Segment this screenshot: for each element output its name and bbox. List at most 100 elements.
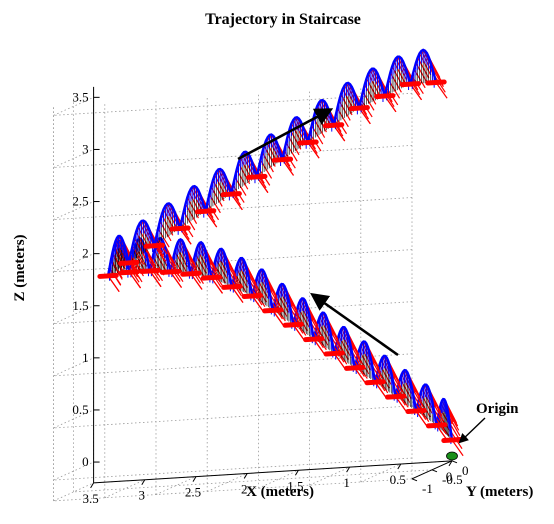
swing-arc <box>169 238 193 274</box>
stance-ray <box>313 338 326 356</box>
footfall-marker <box>348 105 370 112</box>
grid-line <box>258 469 299 489</box>
z-tick-label: 1 <box>82 350 89 365</box>
z-axis-label: Z (meters) <box>12 234 28 301</box>
grid-line <box>53 305 94 325</box>
footfall-marker <box>159 268 182 275</box>
stance-ray <box>415 410 428 428</box>
footfall-marker <box>118 269 141 276</box>
footfall-marker <box>271 156 294 163</box>
x-tick-label: 1.5 <box>287 478 303 493</box>
stance-ray <box>354 367 367 384</box>
grid-line <box>53 482 94 502</box>
y-tick-label: 0 <box>462 463 469 478</box>
stance-ray <box>169 271 183 288</box>
stance-ray <box>149 270 162 288</box>
y-tick-mark <box>451 460 458 464</box>
origin-pointer-arrow <box>458 417 486 444</box>
grid-line <box>53 461 94 481</box>
x-axis-label: X (meters) <box>246 484 314 500</box>
x-tick-label: 1 <box>343 475 350 490</box>
stance-ray <box>251 295 264 313</box>
footfall-marker <box>97 272 119 279</box>
grid-line <box>53 149 94 168</box>
stance-ray <box>447 409 460 431</box>
grid-line <box>53 96 94 116</box>
x-tick-label: 0.5 <box>390 472 406 487</box>
direction-arrow-upper <box>237 108 334 161</box>
z-tick-label: 0 <box>82 454 89 469</box>
footfall-marker <box>194 208 217 215</box>
x-tick-label: 3 <box>139 488 146 503</box>
swing-arc <box>332 81 361 126</box>
z-tick-label: 2 <box>82 246 89 261</box>
stance-ray <box>333 353 346 370</box>
swing-arc <box>230 150 258 195</box>
footfall-marker <box>425 79 447 86</box>
z-tick-label: 3.5 <box>72 89 88 104</box>
stance-ray <box>395 396 408 413</box>
grid-line <box>155 476 197 495</box>
z-tick-label: 1.5 <box>72 298 88 313</box>
stance-ray <box>190 273 203 290</box>
grid-line <box>53 405 413 429</box>
grid-line <box>309 466 350 486</box>
x-tick-mark <box>448 460 453 467</box>
footfall-marker <box>241 292 264 299</box>
grid-line <box>53 357 94 377</box>
z-tick-label: 3 <box>82 141 89 156</box>
footfall-marker <box>220 191 242 198</box>
stance-ray <box>448 415 461 436</box>
y-axis-label: Y (meters) <box>466 484 533 500</box>
grid-line <box>53 145 413 168</box>
footfall-marker <box>139 268 161 275</box>
x-tick-label: 3.5 <box>82 491 98 506</box>
axis-layer: 00.511.522.533.53.5 3 2.5 2 1.5 1 0.5 0-1-0.50 <box>72 86 469 506</box>
grid-line <box>53 457 413 481</box>
footfall-marker <box>282 321 304 328</box>
footfall-marker <box>323 350 345 357</box>
footfall-marker <box>374 93 396 100</box>
stance-ray <box>210 277 223 294</box>
z-tick-label: 0.5 <box>72 402 88 417</box>
grid-line <box>53 253 94 273</box>
footfall-marker <box>405 407 427 414</box>
grid-line <box>53 197 413 220</box>
swing-arc <box>251 268 274 311</box>
footfall-marker <box>221 283 243 290</box>
grid-line <box>104 479 145 499</box>
stance-ray <box>231 286 244 303</box>
x-tick-label: 2.5 <box>185 485 201 500</box>
footfall-marker <box>262 307 284 314</box>
x-tick-mark <box>141 479 146 485</box>
footfall-marker <box>200 274 223 281</box>
grid-line <box>53 201 94 220</box>
footfall-marker <box>384 393 407 400</box>
footfall-marker <box>322 122 345 129</box>
swing-arc <box>383 55 412 97</box>
x-tick-mark <box>294 470 299 476</box>
footfall-marker <box>344 364 366 371</box>
footfall-marker <box>169 225 191 232</box>
y-tick-label: -1 <box>422 481 433 496</box>
y-tick-mark <box>411 478 418 482</box>
swing-arc <box>210 247 233 288</box>
trajectory-layer <box>97 48 464 461</box>
stance-ray <box>374 381 387 399</box>
stance-ray <box>435 82 448 99</box>
swing-arc <box>255 133 284 178</box>
chart-title: Trajectory in Staircase <box>205 11 361 28</box>
stance-ray <box>292 324 305 341</box>
x-axis-line <box>93 460 453 484</box>
swing-arc <box>281 116 310 160</box>
x-tick-label: 0 <box>446 469 453 484</box>
footfall-marker <box>246 173 268 180</box>
footfall-marker <box>180 270 202 277</box>
footfall-marker <box>297 139 319 146</box>
swing-arc <box>358 67 386 109</box>
grid-line <box>53 409 94 429</box>
z-tick-label: 2.5 <box>72 194 88 209</box>
footfall-marker <box>303 336 325 343</box>
